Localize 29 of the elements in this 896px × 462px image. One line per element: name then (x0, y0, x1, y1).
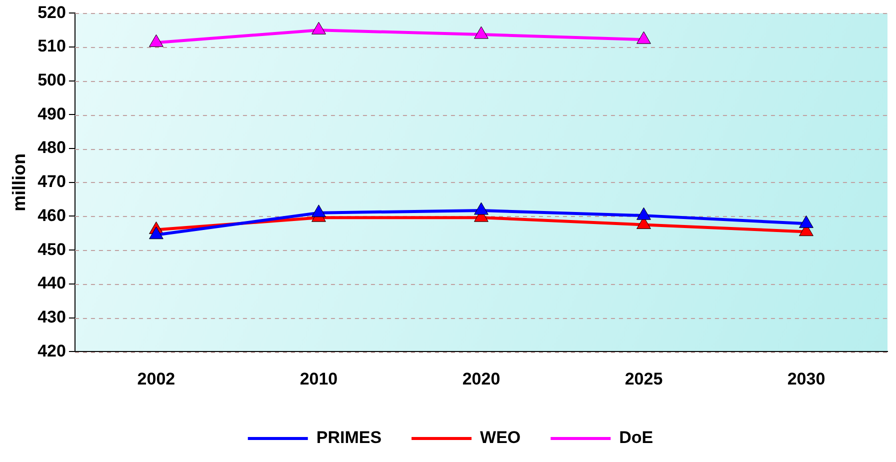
x-tick-label: 2002 (137, 369, 176, 388)
y-tick-label: 430 (38, 307, 66, 326)
point (474, 202, 488, 215)
point (799, 215, 814, 228)
x-tick-label: 2025 (624, 369, 663, 388)
point (474, 26, 488, 39)
y-tick-label: 440 (38, 274, 66, 293)
point (149, 34, 164, 47)
y-tick-label: 420 (38, 341, 66, 360)
y-tick-label: 510 (38, 36, 66, 56)
y-tick-label: 470 (38, 172, 66, 192)
point (312, 204, 326, 218)
x-tick-label: 2010 (300, 369, 338, 388)
x-tick-label: 2020 (462, 369, 500, 388)
legend-label: PRIMES (316, 428, 382, 448)
y-tick-label: 480 (38, 138, 66, 158)
point (149, 226, 164, 240)
point (636, 31, 651, 44)
legend-label: WEO (480, 428, 521, 448)
y-tick-label: 490 (38, 104, 66, 124)
y-tick-label: 450 (38, 240, 66, 259)
y-tick-label: 460 (38, 206, 66, 225)
y-axis-title: million (8, 153, 29, 212)
y-tick-label: 500 (38, 70, 66, 90)
point (636, 207, 651, 220)
y-tick-label: 520 (38, 2, 66, 22)
x-tick-label: 2030 (787, 369, 826, 388)
legend-label: DoE (619, 428, 654, 448)
point (312, 22, 326, 34)
